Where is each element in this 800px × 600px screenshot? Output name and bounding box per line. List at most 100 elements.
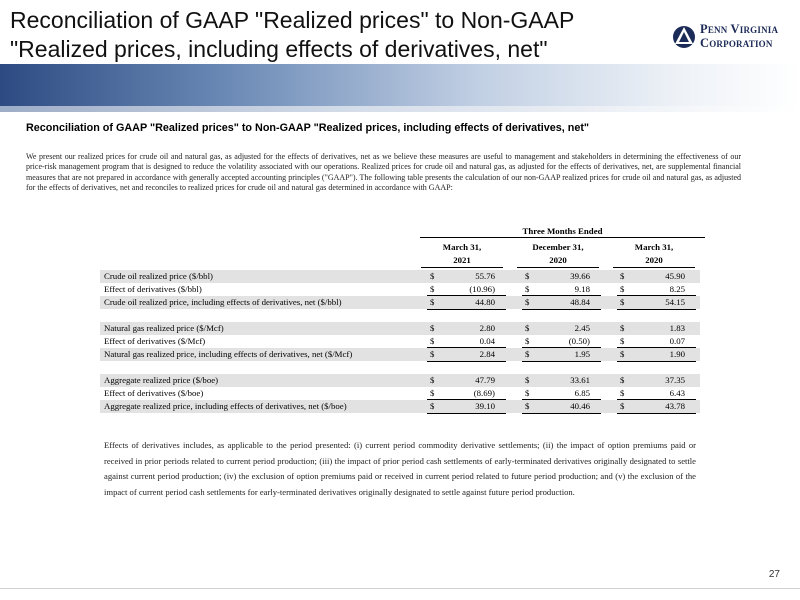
cell-value: 48.84 bbox=[570, 297, 590, 307]
currency-symbol: $ bbox=[620, 375, 625, 385]
currency-symbol: $ bbox=[620, 336, 625, 346]
cell-value: 37.35 bbox=[665, 375, 685, 385]
currency-symbol: $ bbox=[525, 271, 530, 281]
logo-triangle-icon bbox=[673, 26, 695, 48]
cell-value: 6.85 bbox=[574, 388, 590, 398]
row-label: Natural gas realized price ($/Mcf) bbox=[104, 323, 224, 333]
column-header-line2: 2020 bbox=[645, 255, 663, 265]
cell-value: 1.95 bbox=[574, 349, 590, 359]
cell-value: 9.18 bbox=[574, 284, 590, 294]
column-header-line1: March 31, bbox=[442, 242, 482, 252]
cell-underline bbox=[522, 413, 601, 414]
currency-symbol: $ bbox=[430, 297, 435, 307]
currency-symbol: $ bbox=[525, 401, 530, 411]
cell-underline bbox=[522, 309, 601, 310]
cell-underline bbox=[522, 295, 601, 296]
cell-underline bbox=[617, 361, 696, 362]
row-label: Natural gas realized price, including ef… bbox=[104, 349, 353, 359]
cell-value: 33.61 bbox=[570, 375, 590, 385]
currency-symbol: $ bbox=[525, 297, 530, 307]
table-group-header: Three Months Ended bbox=[522, 226, 603, 236]
footnote-paragraph: Effects of derivatives includes, as appl… bbox=[104, 440, 696, 497]
footer-rule bbox=[0, 588, 800, 589]
column-header-line1: March 31, bbox=[634, 242, 674, 252]
cell-value: 1.90 bbox=[669, 349, 685, 359]
cell-value: 39.66 bbox=[570, 271, 590, 281]
currency-symbol: $ bbox=[525, 284, 530, 294]
currency-symbol: $ bbox=[430, 349, 435, 359]
cell-underline bbox=[617, 295, 696, 296]
currency-symbol: $ bbox=[620, 297, 625, 307]
cell-value: 8.25 bbox=[669, 284, 685, 294]
currency-symbol: $ bbox=[620, 388, 625, 398]
column-header-q4-2020: December 31, 2020 bbox=[517, 241, 599, 267]
currency-symbol: $ bbox=[620, 323, 625, 333]
cell-value: (0.50) bbox=[568, 336, 590, 346]
cell-value: 43.78 bbox=[665, 401, 685, 411]
cell-value: 54.15 bbox=[665, 297, 685, 307]
cell-underline bbox=[427, 399, 506, 400]
group-header-rule bbox=[420, 237, 705, 238]
column-header-q1-2020: March 31, 2020 bbox=[613, 241, 695, 267]
cell-underline bbox=[617, 413, 696, 414]
column-header-line1: December 31, bbox=[532, 242, 584, 252]
cell-underline bbox=[522, 361, 601, 362]
row-label: Aggregate realized price, including effe… bbox=[104, 401, 347, 411]
cell-value: 0.07 bbox=[669, 336, 685, 346]
cell-underline bbox=[427, 309, 506, 310]
table-row: Aggregate realized price, including effe… bbox=[100, 400, 700, 413]
currency-symbol: $ bbox=[620, 271, 625, 281]
cell-value: 40.46 bbox=[570, 401, 590, 411]
logo-line-2: Corporation bbox=[700, 36, 773, 50]
cell-underline bbox=[427, 361, 506, 362]
currency-symbol: $ bbox=[620, 349, 625, 359]
row-label: Aggregate realized price ($/boe) bbox=[104, 375, 219, 385]
currency-symbol: $ bbox=[525, 388, 530, 398]
page-number: 27 bbox=[768, 569, 780, 580]
currency-symbol: $ bbox=[430, 271, 435, 281]
column-header-rule bbox=[421, 267, 503, 268]
currency-symbol: $ bbox=[430, 284, 435, 294]
column-header-line2: 2021 bbox=[453, 255, 471, 265]
currency-symbol: $ bbox=[620, 401, 625, 411]
row-label: Effect of derivatives ($/boe) bbox=[104, 388, 204, 398]
table-row: Crude oil realized price, including effe… bbox=[100, 296, 700, 309]
section-subtitle: Reconciliation of GAAP "Realized prices"… bbox=[26, 122, 590, 134]
table-row: Effect of derivatives ($/Mcf) $0.04 $ (0.50… bbox=[100, 335, 700, 348]
cell-value: 45.90 bbox=[665, 271, 685, 281]
cell-underline bbox=[617, 347, 696, 348]
cell-value: (8.69) bbox=[473, 388, 495, 398]
cell-underline bbox=[522, 399, 601, 400]
table-row: Natural gas realized price ($/Mcf) $2.80 $… bbox=[100, 322, 700, 335]
table-row: Effect of derivatives ($/boe) $ (8.69) $6.8… bbox=[100, 387, 700, 400]
currency-symbol: $ bbox=[430, 375, 435, 385]
cell-value: (10.96) bbox=[469, 284, 495, 294]
table-row: Aggregate realized price ($/boe) $47.79 $3… bbox=[100, 374, 700, 387]
header-band bbox=[0, 64, 800, 106]
company-logo: Penn Virginia Corporation bbox=[672, 20, 792, 56]
row-label: Effect of derivatives ($/bbl) bbox=[104, 284, 202, 294]
currency-symbol: $ bbox=[525, 323, 530, 333]
currency-symbol: $ bbox=[430, 323, 435, 333]
logo-text: Penn Virginia Corporation bbox=[700, 22, 778, 50]
header-band-fade bbox=[0, 106, 800, 112]
cell-underline bbox=[427, 347, 506, 348]
cell-value: 6.43 bbox=[669, 388, 685, 398]
currency-symbol: $ bbox=[620, 284, 625, 294]
cell-value: 55.76 bbox=[475, 271, 495, 281]
currency-symbol: $ bbox=[430, 336, 435, 346]
cell-underline bbox=[427, 295, 506, 296]
cell-underline bbox=[427, 413, 506, 414]
cell-value: 39.10 bbox=[475, 401, 495, 411]
page-title: Reconciliation of GAAP "Realized prices"… bbox=[10, 7, 574, 62]
column-header-q1-2021: March 31, 2021 bbox=[421, 241, 503, 267]
cell-value: 0.04 bbox=[479, 336, 495, 346]
row-label: Crude oil realized price ($/bbl) bbox=[104, 271, 213, 281]
cell-underline bbox=[522, 347, 601, 348]
cell-underline bbox=[617, 399, 696, 400]
cell-value: 1.83 bbox=[669, 323, 685, 333]
currency-symbol: $ bbox=[525, 349, 530, 359]
column-header-rule bbox=[613, 267, 695, 268]
logo-line-1: Penn Virginia bbox=[700, 22, 779, 36]
table-row: Natural gas realized price, including ef… bbox=[100, 348, 700, 361]
